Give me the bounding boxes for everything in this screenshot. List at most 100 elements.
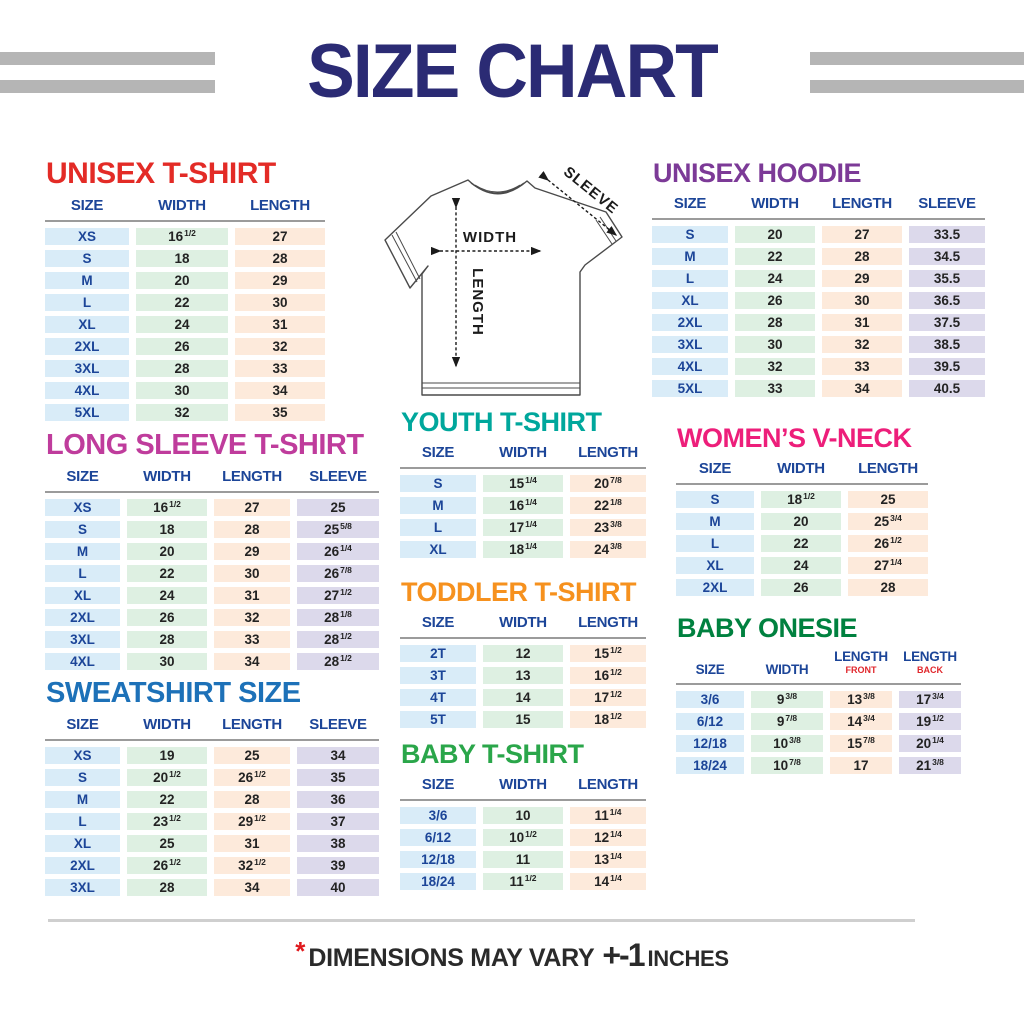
sleeve-cell: 255/8 (297, 521, 379, 538)
length-cell: 131/4 (570, 851, 646, 868)
size-table-unisex-tshirt: SIZE WIDTH LENGTH XS 161/2 27 S 18 28 M 20 29 L 22 30 X… (45, 198, 325, 421)
header-divider (400, 799, 646, 801)
size-cell: XS (45, 499, 120, 516)
header-divider (400, 637, 646, 639)
size-cell: S (45, 521, 120, 538)
width-arrow-label: WIDTH (463, 229, 517, 246)
width-cell: 181/4 (483, 541, 563, 558)
collar-rib (474, 184, 521, 193)
column-header-label: SIZE (421, 776, 455, 793)
sleeve-cell: 39 (297, 857, 379, 874)
section-unisex-tshirt: UNISEX T-SHIRT SIZE WIDTH LENGTH XS 161/2 27 S 1… (45, 157, 325, 421)
header-divider (45, 491, 379, 493)
length-cell: 253/4 (848, 513, 928, 530)
column-header-label: WIDTH (751, 195, 799, 212)
length-cell: 30 (822, 292, 902, 309)
column-subheader: BACK (917, 665, 943, 675)
width-cell: 30 (136, 382, 228, 399)
column-header-label: WIDTH (765, 662, 809, 677)
column-header-label: LENGTH (222, 468, 282, 485)
column-header-label: WIDTH (499, 614, 547, 631)
size-cell: 2XL (45, 857, 120, 874)
header-divider (676, 483, 928, 485)
size-cell: 12/18 (676, 735, 744, 752)
width-cell: 26 (136, 338, 228, 355)
sleeve-cell: 35 (297, 769, 379, 786)
column-header-label: WIDTH (143, 716, 191, 733)
column-header-label: LENGTH (834, 649, 888, 664)
width-cell: 28 (136, 360, 228, 377)
width-cell: 161/2 (136, 228, 228, 245)
size-cell: S (45, 250, 129, 267)
length-cell: 30 (235, 294, 325, 311)
column-header-label: SIZE (66, 716, 99, 733)
width-cell: 161/2 (127, 499, 207, 516)
length-cell: 25 (848, 491, 928, 508)
length-cell: 31 (214, 835, 290, 852)
width-cell: 24 (735, 270, 815, 287)
column-header: WIDTH (751, 651, 823, 677)
width-cell: 22 (127, 791, 207, 808)
size-cell: M (45, 272, 129, 289)
sleeve-cell: 33.5 (909, 226, 985, 243)
width-cell: 19 (127, 747, 207, 764)
footnote-text: DIMENSIONS MAY VARY (308, 944, 595, 972)
column-header: LENGTH (214, 717, 290, 732)
length-cell: 31 (235, 316, 325, 333)
length-cell: 32 (235, 338, 325, 355)
size-cell: 18/24 (400, 873, 476, 890)
tshirt-outline-drawing: WIDTH LENGTH SLEEVE (384, 163, 623, 396)
section-unisex-hoodie: UNISEX HOODIE SIZE WIDTH LENGTH SLEEVE S 20 27 3… (652, 158, 985, 397)
header-divider (45, 739, 379, 741)
left-cuff-seam (391, 231, 421, 283)
section-title-unisex-hoodie: UNISEX HOODIE (653, 158, 862, 188)
column-header-label: LENGTH (578, 776, 638, 793)
width-cell: 12 (483, 645, 563, 662)
footnote-asterisk: * (295, 936, 306, 966)
column-header-label: SIZE (421, 614, 455, 631)
width-cell: 33 (735, 380, 815, 397)
column-header-label: LENGTH (858, 460, 918, 477)
width-cell: 32 (136, 404, 228, 421)
length-cell: 28 (235, 250, 325, 267)
column-header: SIZE (676, 461, 754, 476)
size-cell: 2XL (676, 579, 754, 596)
column-header-label: LENGTH (578, 444, 638, 461)
length-arrow-label: LENGTH (469, 268, 486, 336)
section-youth-tshirt: YOUTH T-SHIRT SIZE WIDTH LENGTH S 151/4 207/8 M… (400, 407, 646, 558)
size-cell: 2XL (45, 338, 129, 355)
size-cell: XL (45, 587, 120, 604)
width-cell: 28 (127, 631, 207, 648)
column-header: LENGTH BACK (899, 650, 961, 676)
length-cell: 27 (214, 499, 290, 516)
column-header: WIDTH (483, 445, 563, 460)
size-table-womens-vneck: SIZE WIDTH LENGTH S 181/2 25 M 20 253/4 L 22 261/2 X… (676, 461, 928, 596)
width-cell: 24 (127, 587, 207, 604)
size-cell: S (676, 491, 754, 508)
footnote: * DIMENSIONS MAY VARY +-1 INCHES (0, 936, 1024, 974)
sleeve-cell: 38.5 (909, 336, 985, 353)
width-cell: 26 (761, 579, 841, 596)
length-cell: 33 (235, 360, 325, 377)
size-cell: L (45, 294, 129, 311)
size-table-baby-tshirt: SIZE WIDTH LENGTH 3/6 10 111/4 6/12 101/2 121/4 1… (400, 777, 646, 890)
footnote-unit: INCHES (647, 946, 729, 971)
decorative-bar-left-top (0, 52, 215, 65)
size-cell: S (400, 475, 476, 492)
column-header-label: LENGTH (578, 614, 638, 631)
column-header-label: WIDTH (777, 460, 825, 477)
sleeve-arrow (538, 171, 618, 236)
width-cell: 15 (483, 711, 563, 728)
width-cell: 13 (483, 667, 563, 684)
length-cell: 27 (235, 228, 325, 245)
sleeve-cell: 173/4 (899, 691, 961, 708)
column-header: WIDTH (127, 469, 207, 484)
column-header: WIDTH (761, 461, 841, 476)
size-table-unisex-hoodie: SIZE WIDTH LENGTH SLEEVE S 20 27 33.5 M 22 28 34.5 L… (652, 196, 985, 397)
sleeve-cell: 40 (297, 879, 379, 896)
width-cell: 161/4 (483, 497, 563, 514)
column-header: LENGTH (822, 196, 902, 211)
column-header-label: SIZE (70, 197, 104, 214)
width-cell: 103/8 (751, 735, 823, 752)
length-cell: 17 (830, 757, 892, 774)
